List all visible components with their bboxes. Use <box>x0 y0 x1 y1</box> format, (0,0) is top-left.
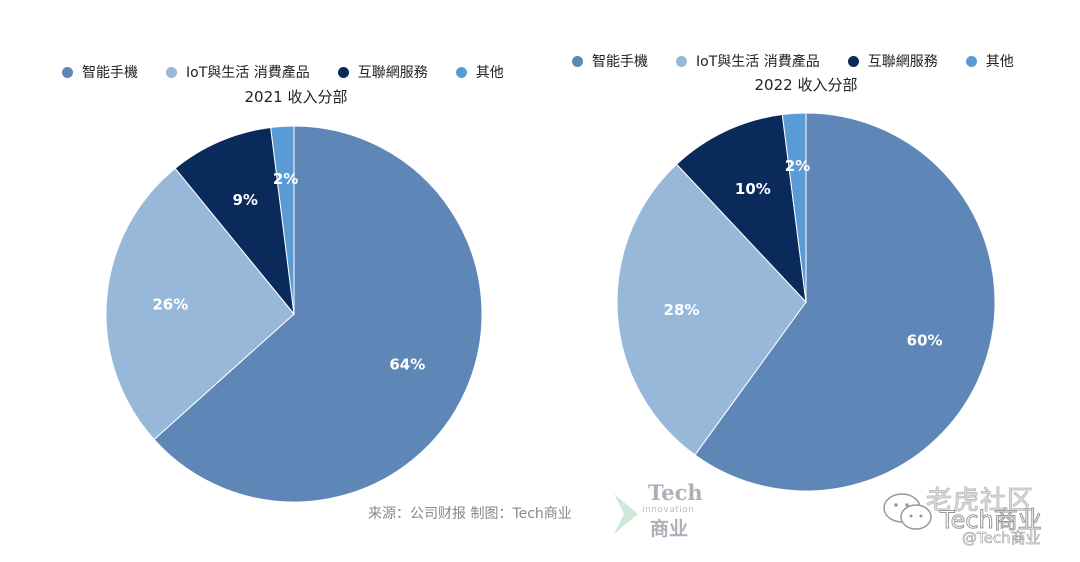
pie-label-0-1: 26% <box>152 295 188 313</box>
pie-label-1-1: 28% <box>664 301 700 319</box>
chevron-right-icon <box>612 492 642 536</box>
tech-logo: Tech innovation 商业 <box>612 480 712 540</box>
pie-label-0-2: 9% <box>232 191 257 209</box>
pie-label-0-3: 2% <box>273 170 298 188</box>
pie-label-1-0: 60% <box>907 332 943 350</box>
watermark-handle: @Tech商业 <box>962 527 1041 548</box>
pie-label-0-0: 64% <box>389 356 425 374</box>
logo-tech-text: Tech <box>648 480 703 505</box>
logo-cn-text: 商业 <box>650 514 688 541</box>
pie-label-1-2: 10% <box>735 180 771 198</box>
source-note: 来源：公司财报 制图：Tech商业 <box>368 503 572 523</box>
pie-label-1-3: 2% <box>785 157 810 175</box>
